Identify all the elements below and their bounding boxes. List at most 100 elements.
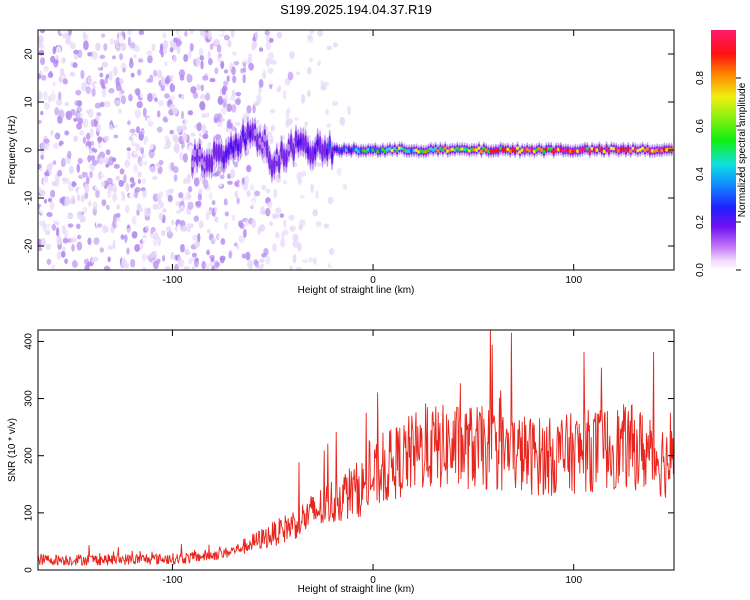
spectrogram-noise-cell [77, 49, 83, 59]
spectrogram-noise-cell [232, 256, 238, 262]
spectrogram-noise-cell [126, 228, 132, 233]
spectrogram-ridge-cell [448, 148, 452, 152]
spectrogram-noise-cell [67, 150, 72, 159]
spectrogram-noise-cell [80, 81, 88, 92]
spectrogram-noise-cell [64, 130, 70, 136]
spectrogram-noise-cell [157, 236, 161, 247]
spectrogram-noise-cell [182, 146, 189, 156]
spectrogram-noise-cell [149, 74, 154, 83]
spectrogram-noise-cell [47, 194, 51, 199]
spectrogram-noise-cell [198, 132, 203, 138]
spectrogram-noise-cell [184, 30, 188, 37]
spectrogram-ridge-cell [239, 140, 243, 149]
spectrogram-ridge-cell [388, 146, 392, 151]
spectrogram-noise-cell [38, 49, 45, 56]
spectrogram-noise-cell [112, 193, 118, 202]
spectrogram-noise-cell [233, 61, 240, 66]
spectrogram-noise-cell [48, 121, 52, 132]
spectrogram-noise-cell [176, 125, 182, 133]
spectrogram-noise-cell [164, 265, 171, 270]
spectrogram-noise-cell [202, 125, 207, 130]
spectrogram-noise-cell [267, 67, 274, 74]
spectrogram-ridge-cell [277, 160, 281, 168]
y-tick-label: 300 [24, 390, 35, 407]
spectrogram-noise-cell [341, 214, 346, 220]
spectrogram-noise-cell [38, 43, 45, 49]
spectrogram-noise-cell [315, 162, 322, 167]
spectrogram-noise-cell [300, 170, 307, 177]
spectrogram-noise-cell [48, 70, 53, 77]
spectrogram-ridge-cell [566, 148, 570, 153]
spectrogram-noise-cell [141, 253, 147, 262]
spectrogram-ridge-cell [226, 147, 231, 155]
spectrogram-ridge-cell [393, 146, 397, 151]
spectrogram-noise-cell [206, 112, 210, 118]
spectrogram-ridge-cell [205, 159, 209, 167]
spectrogram-noise-cell [136, 101, 143, 109]
spectrogram-ridge-cell [320, 149, 325, 157]
spectrogram-noise-cell [68, 165, 74, 175]
spectrogram-noise-cell [38, 73, 42, 80]
spectrogram-noise-cell [200, 102, 206, 111]
colorbar-gradient [711, 30, 736, 270]
spectrogram-noise-cell [181, 225, 187, 235]
spectrogram-ridge-cell [655, 148, 659, 153]
spectrogram-noise-cell [39, 30, 46, 34]
spectrogram-noise-cell [99, 101, 105, 108]
spectrogram-ridge-cell [446, 149, 450, 153]
spectrogram-noise-cell [67, 62, 71, 71]
spectrogram-noise-cell [227, 39, 232, 48]
spectrogram-noise-cell [161, 254, 166, 262]
spectrogram-noise-cell [234, 121, 241, 126]
spectrogram-ridge-cell [402, 148, 406, 152]
spectrogram-noise-cell [243, 228, 247, 239]
spectrogram-noise-cell [244, 219, 250, 227]
spectrogram-ridge-cell [195, 154, 199, 162]
spectrogram-ridge-cell [592, 148, 597, 152]
spectrogram-noise-cell [259, 258, 265, 264]
spectrogram-noise-cell [265, 255, 271, 265]
spectrogram-noise-cell [233, 161, 239, 168]
spectrogram-noise-cell [57, 91, 62, 102]
snr-x-axis-label: Height of straight line (km) [298, 584, 415, 595]
spectrogram-ridge-cell [503, 148, 508, 152]
spectrogram-noise-cell [72, 62, 78, 69]
spectrogram-ridge-cell [325, 148, 329, 156]
spectrogram-noise-cell [335, 200, 342, 208]
y-tick-label: 0 [24, 567, 35, 573]
spectrogram-noise-cell [103, 157, 109, 165]
spectrogram-noise-cell [196, 83, 201, 91]
spectrogram-noise-cell [187, 185, 193, 193]
spectrogram-noise-cell [256, 94, 262, 104]
spectrogram-ridge-cell [364, 149, 368, 153]
spectrogram-noise-cell [127, 36, 132, 47]
spectrogram-noise-cell [171, 219, 175, 226]
spectrogram-ridge-cell [629, 149, 633, 153]
spectrogram-noise-cell [113, 122, 118, 128]
spectrogram-ridge-cell [294, 135, 298, 144]
spectrogram-noise-cell [307, 34, 313, 40]
spectrogram-noise-cell [102, 30, 108, 34]
spectrogram-noise-cell [302, 71, 308, 79]
spectrogram-noise-cell [46, 212, 53, 218]
spectrogram-noise-cell [193, 215, 199, 222]
spectrogram-ridge-cell [390, 148, 394, 153]
spectrogram-ridge-cell [518, 150, 522, 154]
spectrogram-noise-cell [221, 117, 225, 122]
spectrogram-noise-cell [69, 135, 74, 146]
spectrogram-noise-cell [111, 157, 117, 163]
spectrogram-noise-cell [118, 179, 125, 187]
spectrogram-ridge-cell [366, 147, 370, 152]
spectrogram-noise-cell [278, 198, 283, 204]
spectrogram-ridge-cell [202, 161, 207, 169]
spectrogram-noise-cell [206, 249, 210, 256]
spectrogram-noise-cell [127, 30, 132, 36]
spectrogram-noise-cell [67, 223, 74, 228]
spectrogram-ridge-cell [462, 147, 467, 152]
spectrogram-noise-cell [332, 100, 339, 107]
x-tick-label: 100 [565, 275, 582, 286]
spectrogram-noise-cell [138, 58, 144, 63]
colorbar-label: Normalized spectral amplitude [737, 82, 748, 217]
spectrogram-noise-cell [134, 186, 141, 193]
spectrogram-ridge-cell [219, 149, 223, 157]
